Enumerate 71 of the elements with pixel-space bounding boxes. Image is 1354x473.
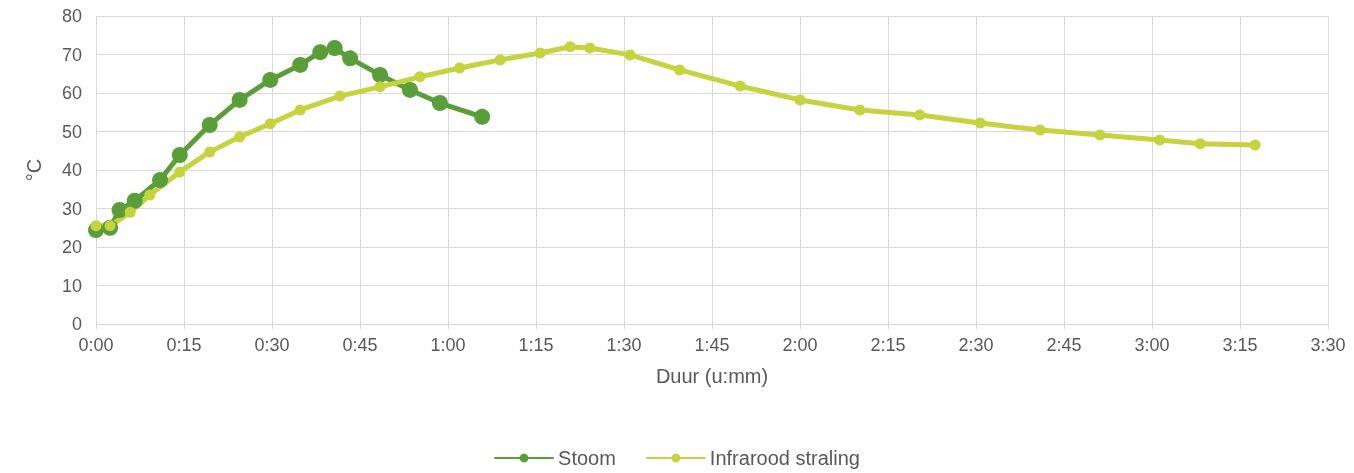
point [152, 172, 169, 189]
point [372, 66, 389, 83]
point [334, 90, 346, 102]
point [1094, 129, 1106, 141]
point [414, 71, 426, 83]
y-tick-label: 20 [61, 237, 82, 257]
point [126, 192, 143, 209]
point [111, 202, 128, 219]
y-tick-label: 40 [61, 160, 82, 180]
y-tick-label: 60 [61, 83, 82, 103]
x-tick-label: 0:15 [166, 335, 202, 355]
point [1154, 134, 1166, 146]
legend-label: Stoom [558, 447, 616, 469]
y-tick-label: 0 [71, 314, 82, 334]
y-tick-label: 70 [61, 44, 82, 65]
point [584, 42, 596, 54]
point [174, 166, 186, 178]
point [624, 49, 636, 61]
point [326, 39, 343, 56]
x-tick-label: 0:45 [342, 335, 378, 355]
point [90, 220, 102, 232]
y-tick-label: 80 [61, 6, 82, 26]
point [342, 50, 359, 67]
point [454, 62, 466, 74]
point [674, 64, 686, 76]
point [1194, 138, 1206, 150]
point [231, 91, 248, 108]
point [292, 56, 309, 73]
x-tick-label: 3:15 [1222, 335, 1258, 355]
x-tick-label: 1:45 [694, 335, 730, 355]
point [794, 94, 806, 106]
point [914, 109, 926, 121]
legend-label: Infrarood straling [709, 447, 860, 469]
x-tick-label: 2:30 [958, 335, 994, 355]
point [474, 108, 491, 125]
x-tick-label: 2:15 [870, 335, 906, 355]
y-tick-label: 10 [61, 275, 82, 296]
y-tick-label: 50 [61, 121, 82, 142]
y-tick-label: 30 [61, 198, 82, 219]
point [144, 189, 156, 201]
point [171, 146, 188, 163]
x-tick-label: 1:15 [518, 335, 554, 355]
x-tick-label: 3:30 [1310, 335, 1346, 355]
x-tick-label: 0:30 [254, 335, 290, 355]
x-tick-label: 2:00 [782, 335, 818, 355]
point [534, 47, 546, 59]
point [201, 116, 218, 133]
point [564, 41, 576, 53]
point [234, 131, 246, 143]
point [494, 54, 506, 66]
x-axis-title: Duur (u:mm) [655, 365, 769, 387]
x-tick-label: 3:00 [1134, 335, 1170, 355]
point [974, 117, 986, 129]
point [312, 44, 329, 61]
point [854, 104, 866, 116]
point [204, 146, 216, 158]
point [124, 206, 136, 218]
x-tick-label: 2:45 [1046, 335, 1082, 355]
point [431, 95, 448, 112]
point [1034, 124, 1046, 136]
point [1249, 139, 1261, 151]
point [402, 81, 418, 98]
x-tick-label: 0:00 [78, 335, 114, 355]
x-tick-label: 1:00 [430, 335, 466, 355]
y-axis-title: °C [23, 158, 45, 182]
point [262, 71, 279, 88]
point [374, 81, 386, 93]
point [734, 80, 746, 92]
x-tick-label: 1:30 [606, 335, 642, 355]
point [294, 104, 306, 116]
point [264, 118, 276, 130]
